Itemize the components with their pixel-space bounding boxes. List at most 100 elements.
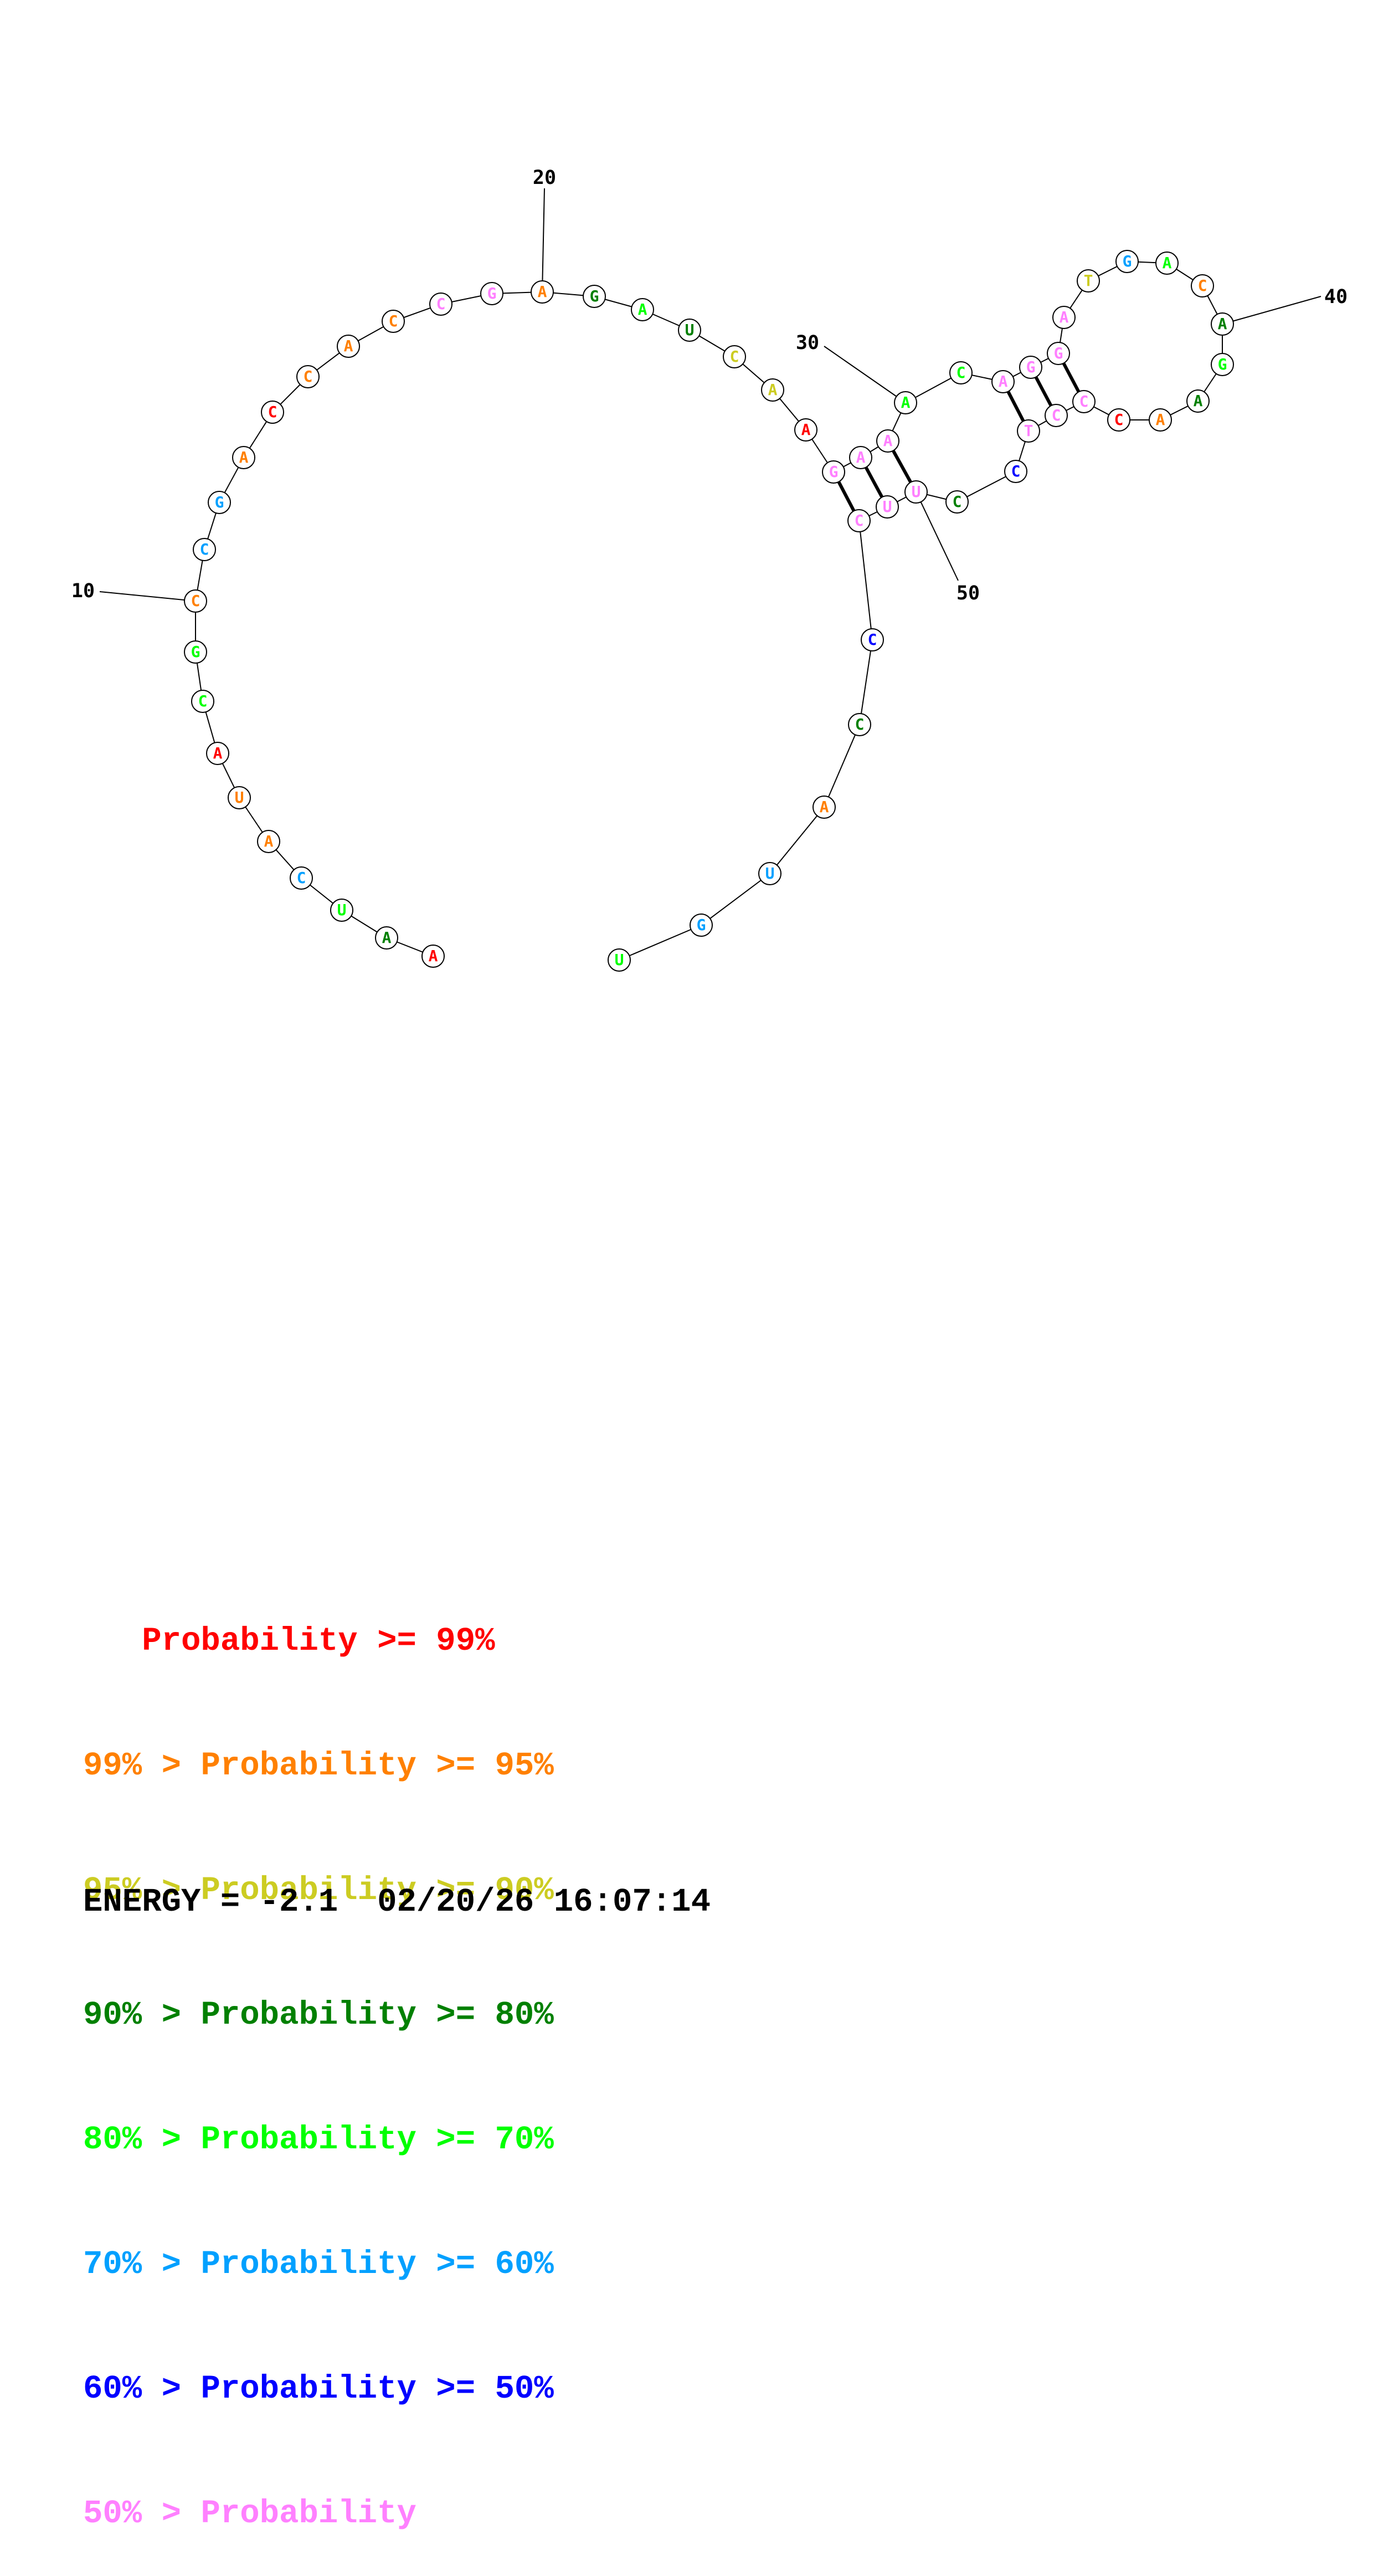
position-tick-label: 20 — [533, 167, 556, 189]
nucleotide-letter: U — [883, 497, 892, 516]
position-tick-line — [1222, 296, 1321, 325]
nucleotide-letter: C — [855, 715, 865, 733]
nucleotide: C — [290, 866, 313, 890]
nucleotide: U — [228, 786, 251, 809]
legend-line-blue: 60% > Probability >= 50% — [83, 2368, 554, 2410]
backbone-segment — [619, 925, 702, 961]
nucleotide-letter: A — [999, 372, 1008, 391]
nucleotide-letter: A — [382, 928, 392, 947]
nucleotide-letter: U — [615, 951, 624, 969]
nucleotide-circle — [421, 945, 445, 968]
nucleotide-letter: G — [191, 643, 200, 661]
legend-text: Probability >= 70% — [200, 2121, 554, 2158]
nucleotide-letter: C — [1198, 276, 1207, 295]
nucleotide-circle — [723, 345, 746, 368]
nucleotide-letter: A — [883, 432, 893, 450]
nucleotide-circle — [257, 830, 280, 853]
position-tick-line — [824, 346, 906, 403]
legend-line-cyan: 70% > Probability >= 60% — [83, 2244, 554, 2285]
nucleotide-circle — [290, 866, 313, 890]
nucleotide-letter: C — [436, 295, 446, 313]
nucleotide-letter: A — [264, 832, 274, 850]
legend-line-yellow: 95% > Probability >= 90% — [83, 1870, 554, 1911]
legend-prefix: 50% > — [83, 2495, 201, 2532]
nucleotide-circle — [375, 926, 398, 950]
nucleotide-circle — [991, 370, 1015, 393]
nucleotide-letter: C — [191, 592, 200, 610]
nucleotide-circle — [184, 589, 207, 613]
nucleotide-letter: C — [953, 492, 962, 511]
nucleotide-circle — [208, 491, 231, 514]
nucleotide-letter: C — [957, 363, 966, 382]
nucleotide: C — [191, 690, 214, 713]
nucleotide: C — [429, 293, 452, 316]
nucleotide-circle — [1186, 389, 1210, 413]
legend-line-green: 80% > Probability >= 70% — [83, 2119, 554, 2161]
nucleotide: A — [1186, 389, 1210, 413]
nucleotide-circle — [822, 460, 845, 484]
nucleotide-circle — [1107, 408, 1130, 432]
nucleotide-letter: C — [268, 403, 277, 421]
nucleotide-letter: A — [638, 300, 647, 319]
nucleotide-letter: A — [1060, 308, 1069, 326]
position-tick-line — [542, 188, 545, 293]
nucleotide: U — [758, 862, 781, 885]
nucleotide-letter: A — [344, 337, 353, 355]
nucleotide-circle — [1004, 460, 1027, 483]
nucleotide-letter: C — [730, 347, 739, 366]
legend-text: Probability >= 50% — [200, 2370, 554, 2408]
nucleotide: A — [232, 446, 255, 469]
nucleotide-letter: G — [1054, 344, 1063, 362]
nucleotide: A — [421, 945, 445, 968]
nucleotide-circle — [330, 899, 353, 922]
nucleotide-circle — [1019, 356, 1042, 379]
nucleotide-letter: U — [765, 864, 775, 882]
nucleotide: U — [608, 948, 631, 972]
nucleotide-circle — [690, 914, 713, 937]
nucleotide-circle — [1047, 342, 1070, 365]
nucleotide: U — [330, 899, 353, 922]
legend-prefix: 60% > — [83, 2370, 201, 2408]
nucleotide-circle — [861, 628, 884, 651]
nucleotide-circle — [848, 713, 871, 736]
nucleotide-circle — [904, 480, 928, 504]
nucleotide-letter: A — [239, 448, 249, 466]
nucleotide-letter: T — [1024, 422, 1033, 440]
nucleotide: A — [991, 370, 1015, 393]
nucleotide-letter: U — [235, 788, 244, 807]
nucleotide-circle — [847, 509, 871, 532]
legend-text: Probability — [200, 2495, 416, 2532]
nucleotide-circle — [949, 361, 973, 384]
nucleotide-letter: A — [801, 420, 811, 439]
nucleotide: A — [761, 378, 784, 402]
nucleotide: A — [257, 830, 280, 853]
nucleotide-letter: G — [829, 463, 839, 481]
probability-legend: Probability >= 99% 99% > Probability >= … — [83, 1537, 554, 2576]
nucleotide-circle — [1211, 312, 1234, 336]
position-tick-label: 30 — [796, 332, 819, 354]
nucleotide-circle — [1155, 252, 1179, 275]
nucleotide-circle — [1017, 419, 1040, 443]
backbone-segment — [858, 520, 873, 640]
nucleotide: C — [949, 361, 973, 384]
position-tick-line — [99, 591, 196, 602]
nucleotide-letter: C — [389, 312, 398, 330]
nucleotide: C — [1191, 274, 1214, 297]
nucleotide: C — [1072, 390, 1096, 413]
nucleotide: A — [876, 429, 899, 453]
nucleotide: C — [184, 589, 207, 613]
nucleotide-letter: A — [901, 393, 911, 412]
nucleotide-letter: A — [1194, 392, 1203, 410]
nucleotide-circle — [876, 495, 899, 519]
nucleotide: A — [1155, 252, 1179, 275]
nucleotide: T — [1077, 269, 1100, 293]
nucleotide-letter: C — [200, 540, 209, 558]
nucleotide: C — [296, 365, 320, 388]
nucleotide: A — [206, 742, 229, 765]
legend-line-orange: 99% > Probability >= 95% — [83, 1745, 554, 1787]
legend-prefix: 80% > — [83, 2121, 201, 2158]
nucleotide-circle — [1191, 274, 1214, 297]
nucleotide: U — [876, 495, 899, 519]
